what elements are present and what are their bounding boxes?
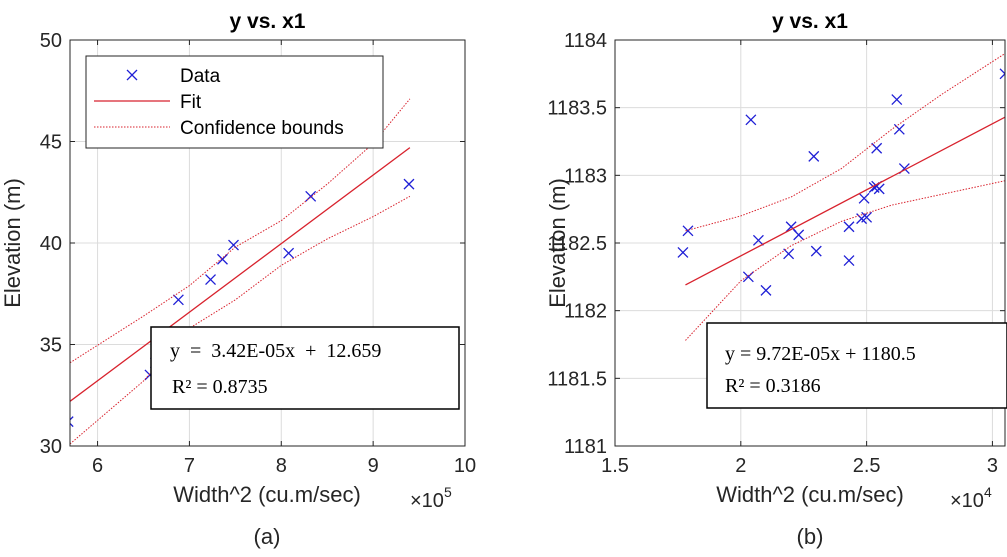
y-tick-label: 50 [40,30,62,52]
data-point [893,123,905,135]
data-point [745,114,757,126]
x-tick-label: 8 [276,455,287,477]
plot-area [677,53,1005,341]
x-axis-label: Width^2 (cu.m/sec) [716,482,904,507]
confidence-bound-upper [70,98,411,364]
panel-label: (b) [797,524,824,549]
x-axis-multiplier: ×105 [410,484,452,512]
x-axis-multiplier: ×104 [950,484,992,512]
data-point [172,294,184,306]
data-point [760,284,772,296]
y-tick-label: 30 [40,436,62,458]
data-point [808,150,820,162]
x-tick-label: 1.5 [601,455,629,477]
data-point [752,234,764,246]
legend-entry: Confidence bounds [180,118,344,139]
y-axis-label: Elevation (m) [545,178,570,308]
data-point [70,416,74,428]
data-point [843,255,855,267]
x-tick-label: 3 [987,455,998,477]
data-point [742,271,754,283]
legend: Data Fit Confidence bounds [85,55,384,149]
data-point [843,221,855,233]
x-tick-label: 2 [735,455,746,477]
data-point [891,94,903,106]
chart-panel-a: 30 35 40 45 50 6 7 8 9 10 y vs. x1 Elevation (m) Wid… [0,10,476,549]
panel-label: (a) [254,524,281,549]
r-squared-value: R² = 0.3186 [725,375,821,397]
y-axis-label: Elevation (m) [0,178,25,308]
data-point [861,211,873,223]
chart-panel-b: 1181 1181.5 1182 1182.5 1183 1183.5 1184 1.5 2 2.… [545,10,1007,549]
data-point [217,253,228,265]
y-tick-label: 1183.5 [547,98,607,120]
regression-equation: y = 9.72E-05x + 1180.5 [725,343,916,365]
confidence-bound-lower [685,180,1005,341]
data-point [783,248,795,260]
x-tick-label: 2.5 [853,455,881,477]
data-point [228,239,239,251]
data-point [810,245,822,257]
legend-marker-data [126,69,138,81]
data-point [677,247,689,258]
confidence-bound-upper [685,53,1005,232]
x-tick-label: 7 [184,455,195,477]
x-tick-label: 6 [92,455,103,477]
regression-equation: y = 3.42E-05x + 12.659 [170,340,381,362]
data-point [793,229,805,241]
chart-title: y vs. x1 [230,10,306,33]
data-point [205,274,217,285]
y-tick-label: 1181 [564,436,607,458]
data-point [999,68,1005,80]
x-tick-label: 9 [368,455,379,477]
fit-line [685,116,1005,286]
equation-box [150,326,460,410]
y-tick-label: 1182 [564,301,607,323]
x-axis-label: Width^2 (cu.m/sec) [173,482,361,507]
y-tick-label: 35 [40,335,62,357]
legend-entry: Data [180,66,221,87]
data-point [403,178,415,190]
data-point [871,142,883,154]
x-tick-label: 10 [454,455,476,477]
y-tick-label: 1182.5 [547,233,607,255]
equation-box [706,322,1007,409]
y-tick-label: 1183 [564,165,607,187]
y-tick-label: 45 [40,132,62,154]
data-point [682,225,694,237]
r-squared-value: R² = 0.8735 [172,376,268,398]
data-point [283,247,295,259]
y-tick-label: 40 [40,233,62,255]
legend-entry: Fit [180,92,202,113]
y-tick-label: 1184 [564,30,607,52]
data-point [858,192,870,204]
fit-line [70,147,411,402]
y-tick-label: 1181.5 [547,368,607,390]
chart-title: y vs. x1 [772,10,848,33]
